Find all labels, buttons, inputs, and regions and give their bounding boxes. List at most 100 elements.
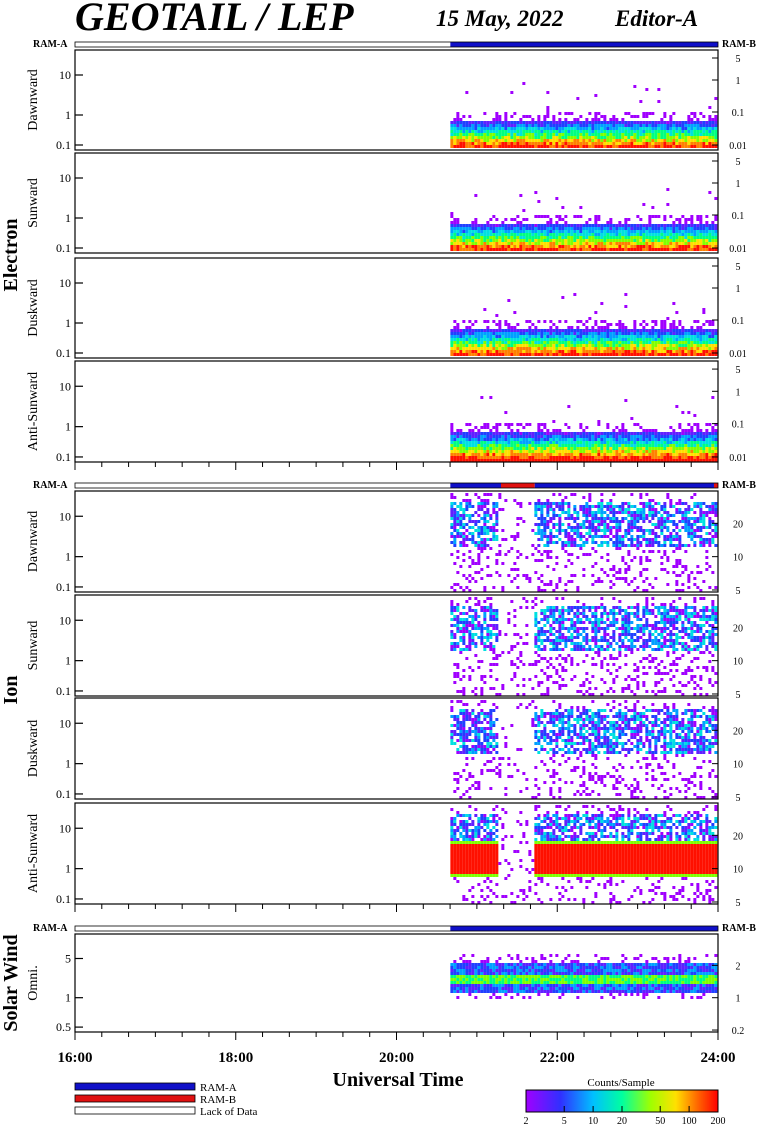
spectrogram-cell <box>675 127 679 130</box>
spectrogram-cell <box>621 423 625 426</box>
left-tick-label: 1 <box>65 420 71 434</box>
spectrogram-cell <box>552 432 556 435</box>
spectrogram-cell <box>564 535 568 538</box>
spectrogram-cell <box>534 505 538 508</box>
spectrogram-cell <box>600 332 604 335</box>
spectrogram-cell <box>465 124 469 127</box>
spectrogram-cell <box>618 121 622 124</box>
spectrogram-cell <box>648 429 652 432</box>
spectrogram-cell <box>699 444 703 447</box>
spectrogram-cell <box>600 453 604 456</box>
spectrogram-cell <box>699 124 703 127</box>
spectrogram-cell <box>693 583 697 586</box>
spectrogram-cell <box>459 441 463 444</box>
spectrogram-cell <box>684 332 688 335</box>
spectrogram-cell <box>702 230 706 233</box>
spectrogram-cell <box>684 511 688 514</box>
spectrogram-cell <box>636 441 640 444</box>
spectrogram-cell <box>627 453 631 456</box>
spectrogram-cell <box>651 338 655 341</box>
spectrogram-cell <box>543 441 547 444</box>
spectrogram-cell <box>600 523 604 526</box>
spectrogram-cell <box>513 338 517 341</box>
spectrogram-cell <box>588 523 592 526</box>
spectrogram-cell <box>567 532 571 535</box>
spectrogram-cell <box>537 124 541 127</box>
spectrogram-cell <box>558 523 562 526</box>
spectrogram-cell <box>639 559 643 562</box>
spectrogram-cell <box>642 341 646 344</box>
spectrogram-cell <box>654 353 658 356</box>
spectrogram-cell <box>471 130 475 133</box>
spectrogram-cell <box>702 347 706 350</box>
spectrogram-cell <box>489 139 493 142</box>
spectrogram-cell <box>651 444 655 447</box>
spectrogram-cell <box>636 230 640 233</box>
spectrogram-cell <box>573 459 577 462</box>
spectrogram-cell <box>690 218 694 221</box>
spectrogram-cell <box>696 326 700 329</box>
spectrogram-cell <box>585 426 589 429</box>
spectrogram-cell <box>528 233 532 236</box>
spectrogram-cell <box>534 453 538 456</box>
spectrogram-cell <box>624 326 628 329</box>
spectrogram-cell <box>492 338 496 341</box>
spectrogram-cell <box>480 568 484 571</box>
spectrogram-cell <box>675 544 679 547</box>
spectrogram-cell <box>456 583 460 586</box>
spectrogram-cell <box>714 139 718 142</box>
spectrogram-cell <box>573 432 577 435</box>
spectrogram-cell <box>678 508 682 511</box>
spectrogram-cell <box>606 133 610 136</box>
spectrogram-cell <box>534 438 538 441</box>
spectrogram-cell <box>579 347 583 350</box>
spectrogram-cell <box>555 248 559 251</box>
spectrogram-cell <box>582 136 586 139</box>
spectrogram-cell <box>708 335 712 338</box>
spectrogram-cell <box>567 559 571 562</box>
spectrogram-cell <box>684 350 688 353</box>
spectrogram-cell <box>561 248 565 251</box>
spectrogram-cell <box>480 529 484 532</box>
spectrogram-cell <box>546 145 550 148</box>
spectrogram-cell <box>693 124 697 127</box>
spectrogram-cell <box>669 142 673 145</box>
spectrogram-cell <box>471 450 475 453</box>
spectrogram-cell <box>480 426 484 429</box>
spectrogram-cell <box>585 127 589 130</box>
spectrogram-cell <box>555 353 559 356</box>
spectrogram-cell <box>681 432 685 435</box>
spectrogram-cell <box>645 589 649 592</box>
spectrogram-cell <box>507 438 511 441</box>
spectrogram-cell <box>636 236 640 239</box>
spectrogram-cell <box>519 338 523 341</box>
spectrogram-cell <box>600 121 604 124</box>
spectrogram-cell <box>660 350 664 353</box>
spectrogram-cell <box>558 341 562 344</box>
spectrogram-cell <box>588 529 592 532</box>
spectrogram-cell <box>525 142 529 145</box>
spectrogram-cell <box>657 535 661 538</box>
spectrogram-cell <box>567 514 571 517</box>
spectrogram-cell <box>687 344 691 347</box>
spectrogram-cell <box>690 136 694 139</box>
spectrogram-cell <box>624 453 628 456</box>
spectrogram-cell <box>534 459 538 462</box>
spectrogram-cell <box>486 423 490 426</box>
spectrogram-cell <box>459 338 463 341</box>
spectrogram-cell <box>504 499 508 502</box>
spectrogram-cell <box>492 230 496 233</box>
spectrogram-cell <box>492 511 496 514</box>
spectrogram-cell <box>498 438 502 441</box>
spectrogram-cell <box>603 239 607 242</box>
spectrogram-cell <box>663 245 667 248</box>
spectrogram-cell <box>573 538 577 541</box>
spectrogram-cell <box>453 681 457 684</box>
spectrogram-cell <box>567 438 571 441</box>
spectrogram-cell <box>513 329 517 332</box>
spectrogram-cell <box>468 242 472 245</box>
spectrogram-cell <box>570 127 574 130</box>
spectrogram-cell <box>630 245 634 248</box>
spectrogram-cell <box>456 606 460 609</box>
spectrogram-cell <box>534 353 538 356</box>
